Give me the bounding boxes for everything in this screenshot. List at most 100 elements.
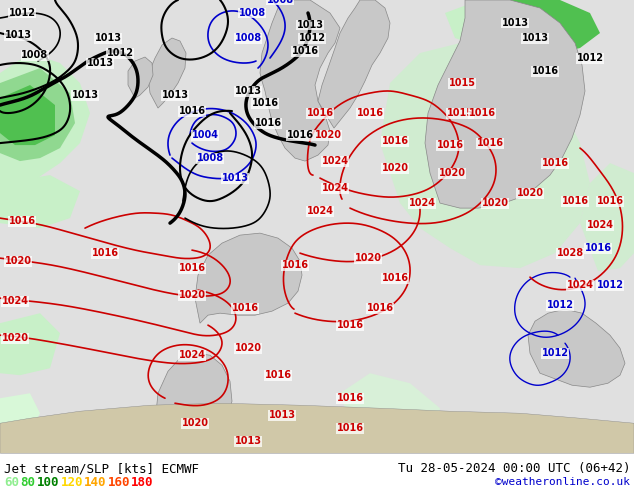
Polygon shape (260, 0, 340, 161)
Text: 1015: 1015 (446, 108, 474, 118)
Text: 1024: 1024 (567, 280, 593, 290)
Polygon shape (155, 353, 232, 453)
Text: 1012: 1012 (541, 348, 569, 358)
Text: 1016: 1016 (382, 136, 408, 146)
Text: 1013: 1013 (86, 58, 113, 68)
Text: 1024: 1024 (321, 183, 349, 193)
Text: 1020: 1020 (235, 343, 261, 353)
Text: 1013: 1013 (235, 436, 261, 446)
Text: 1016: 1016 (292, 46, 318, 56)
Text: 1013: 1013 (162, 90, 188, 100)
Text: 1028: 1028 (557, 248, 583, 258)
Text: 1008: 1008 (238, 8, 266, 18)
Polygon shape (0, 68, 75, 161)
Polygon shape (580, 163, 634, 271)
Text: 1016: 1016 (366, 303, 394, 313)
Text: 1020: 1020 (314, 130, 342, 140)
Text: 1016: 1016 (541, 158, 569, 168)
Polygon shape (380, 43, 590, 268)
Text: 60: 60 (4, 476, 19, 489)
Text: 1016: 1016 (356, 108, 384, 118)
Text: 1012: 1012 (107, 48, 134, 58)
Text: 1012: 1012 (299, 33, 325, 43)
Text: 1020: 1020 (481, 198, 508, 208)
Text: 1004: 1004 (191, 130, 219, 140)
Text: 1024: 1024 (321, 156, 349, 166)
Text: 1016: 1016 (8, 216, 36, 226)
Text: Jet stream/SLP [kts] ECMWF: Jet stream/SLP [kts] ECMWF (4, 462, 199, 475)
Text: 1016: 1016 (254, 118, 281, 128)
Text: 1016: 1016 (179, 106, 205, 116)
Text: 1016: 1016 (91, 248, 119, 258)
Text: 1016: 1016 (252, 98, 278, 108)
Text: 1020: 1020 (354, 253, 382, 263)
Text: 1013: 1013 (94, 33, 122, 43)
Text: 1016: 1016 (597, 196, 623, 206)
Text: 1013: 1013 (4, 30, 32, 40)
Text: 1013: 1013 (269, 410, 295, 420)
Text: 1020: 1020 (4, 256, 32, 266)
Polygon shape (0, 85, 55, 145)
Text: 180: 180 (131, 476, 153, 489)
Text: 1013: 1013 (297, 20, 323, 30)
Polygon shape (340, 373, 440, 453)
Text: Tu 28-05-2024 00:00 UTC (06+42): Tu 28-05-2024 00:00 UTC (06+42) (398, 462, 630, 475)
Text: 1008: 1008 (235, 33, 262, 43)
Text: 1016: 1016 (562, 196, 588, 206)
Text: 140: 140 (84, 476, 107, 489)
Text: 1008: 1008 (197, 153, 224, 163)
Text: 1020: 1020 (382, 163, 408, 173)
Text: 1008: 1008 (266, 0, 294, 5)
Text: 160: 160 (108, 476, 130, 489)
Text: 1020: 1020 (439, 168, 465, 178)
Text: 1013: 1013 (501, 18, 529, 28)
Text: 1013: 1013 (522, 33, 548, 43)
Text: 1024: 1024 (586, 220, 614, 230)
Text: 1016: 1016 (281, 260, 309, 270)
Text: 1016: 1016 (287, 130, 313, 140)
Text: ©weatheronline.co.uk: ©weatheronline.co.uk (495, 477, 630, 487)
Text: 1020: 1020 (517, 188, 543, 198)
Text: 1020: 1020 (181, 418, 209, 428)
Polygon shape (148, 38, 186, 108)
Polygon shape (445, 0, 510, 43)
Text: 1016: 1016 (585, 243, 612, 253)
Text: 120: 120 (60, 476, 83, 489)
Text: 1015: 1015 (448, 78, 476, 88)
Polygon shape (0, 403, 634, 453)
Text: 1016: 1016 (179, 263, 205, 273)
Text: 1016: 1016 (337, 320, 363, 330)
Text: 1016: 1016 (337, 393, 363, 403)
Polygon shape (195, 233, 302, 323)
Polygon shape (528, 309, 625, 387)
Text: 1016: 1016 (436, 140, 463, 150)
Text: 1020: 1020 (1, 333, 29, 343)
Text: 1024: 1024 (306, 206, 333, 216)
Text: 1013: 1013 (72, 90, 98, 100)
Polygon shape (0, 175, 80, 228)
Text: 1012: 1012 (597, 280, 623, 290)
Polygon shape (0, 393, 40, 453)
Polygon shape (0, 313, 60, 375)
Text: 1012: 1012 (547, 300, 574, 310)
Text: 1020: 1020 (179, 290, 205, 300)
Text: 1016: 1016 (531, 66, 559, 76)
Text: 1013: 1013 (235, 86, 261, 96)
Polygon shape (0, 53, 90, 188)
Polygon shape (128, 57, 153, 98)
Polygon shape (318, 0, 390, 128)
Text: 1016: 1016 (382, 273, 408, 283)
Text: 100: 100 (37, 476, 60, 489)
Text: 1024: 1024 (1, 296, 29, 306)
Text: 1016: 1016 (469, 108, 496, 118)
Text: 1012: 1012 (576, 53, 604, 63)
Text: 1016: 1016 (477, 138, 503, 148)
Text: 1024: 1024 (179, 350, 205, 360)
Text: 1012: 1012 (8, 8, 36, 18)
Text: 1016: 1016 (337, 423, 363, 433)
Text: 1013: 1013 (221, 173, 249, 183)
Text: 1024: 1024 (408, 198, 436, 208)
Text: 1016: 1016 (264, 370, 292, 380)
Text: 1016: 1016 (231, 303, 259, 313)
Polygon shape (480, 0, 600, 55)
